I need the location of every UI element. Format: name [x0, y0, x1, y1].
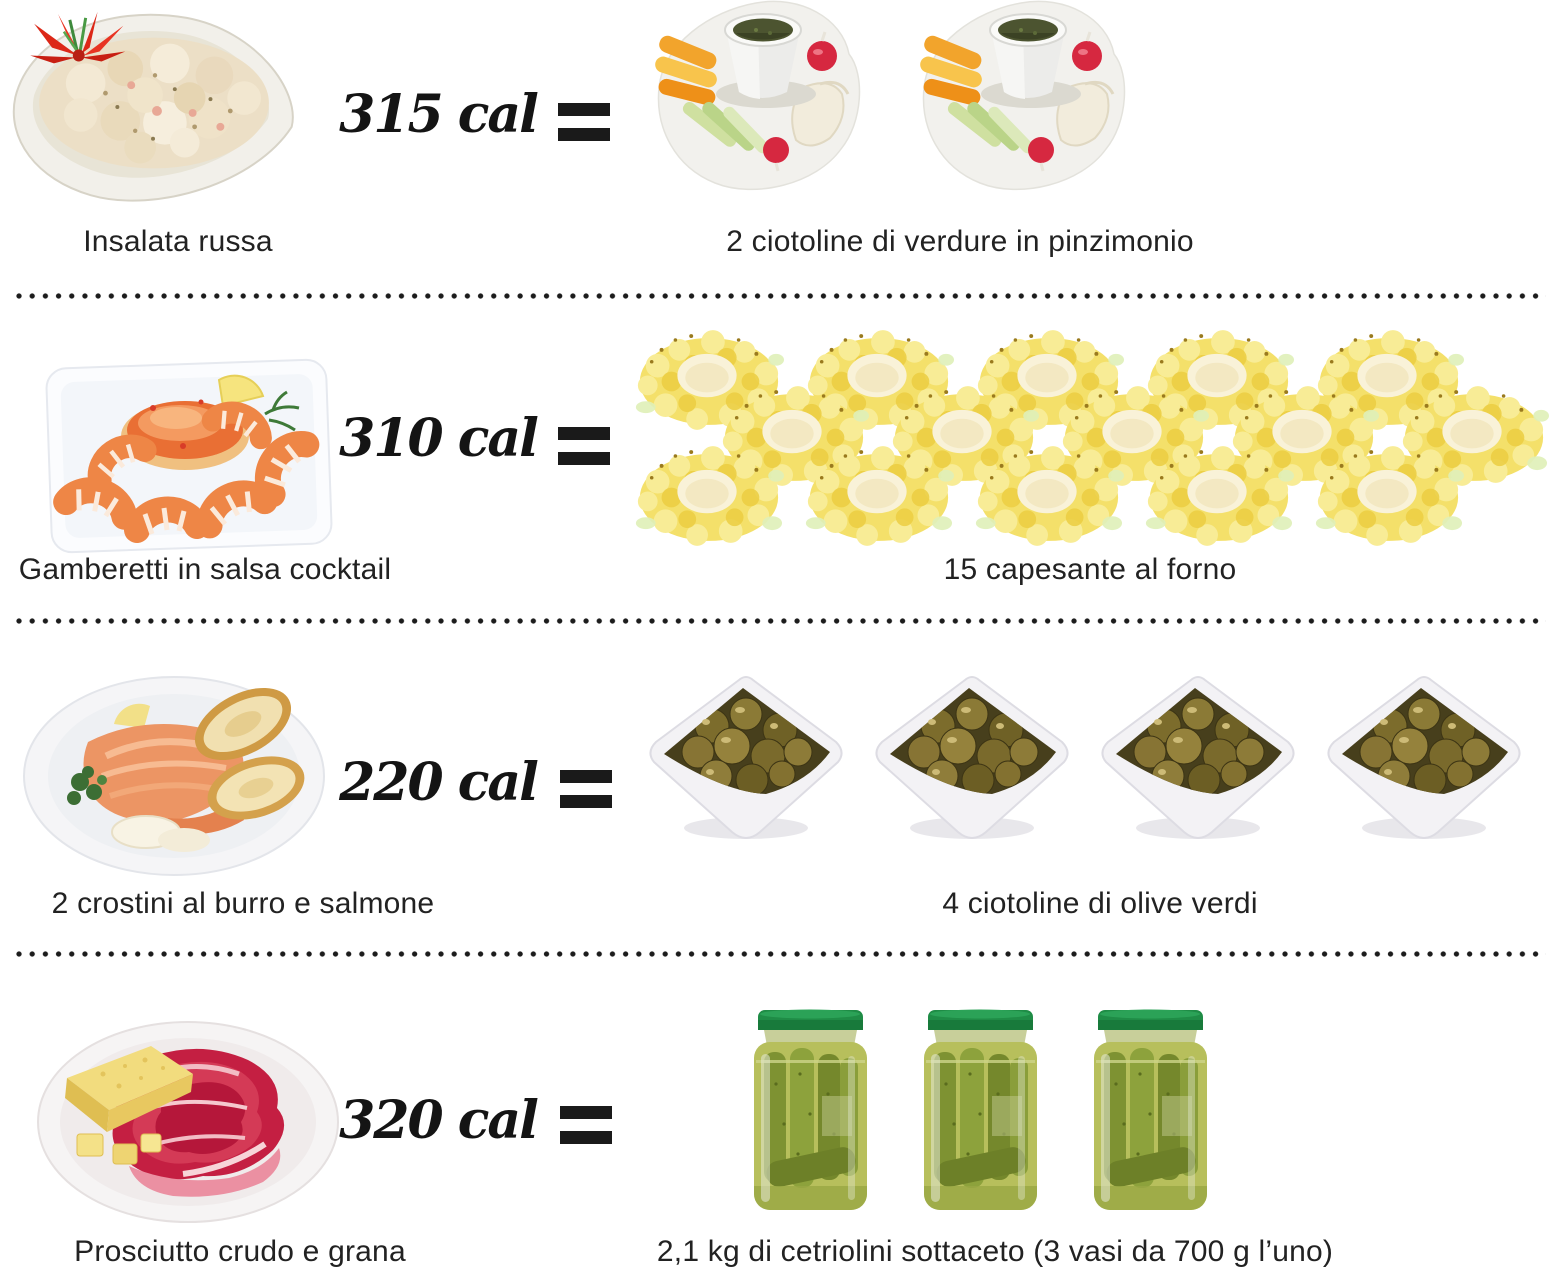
ciotolina-olive-icon [1318, 674, 1530, 846]
calories-label-row3: 220 cal [339, 752, 539, 813]
dotted-separator [16, 293, 1546, 299]
dotted-separator [16, 618, 1546, 624]
capasanta-icon [1138, 440, 1296, 552]
equals-icon [560, 1106, 612, 1144]
equals-icon [558, 103, 610, 141]
vaso-cetriolini-icon [1084, 1004, 1217, 1218]
capasanta-image [1308, 440, 1466, 552]
crostini-icon [18, 672, 333, 878]
capasanta-icon [1308, 440, 1466, 552]
ciotolina-olive-icon [866, 674, 1078, 846]
ciotolina-olive-image [1092, 674, 1304, 846]
equals-icon [558, 427, 610, 465]
ciotolina-olive-image [866, 674, 1078, 846]
equivalent-label-row2: 15 capesante al forno [943, 553, 1237, 586]
dotted-separator [16, 951, 1546, 957]
calories-label-row2: 310 cal [339, 408, 539, 469]
gamberetti-photo [33, 350, 343, 562]
vaso-cetriolini-icon [744, 1004, 877, 1218]
dish-label-prosciutto: Prosciutto crudo e grana [74, 1235, 406, 1268]
vaso-cetriolini-image [1084, 1004, 1217, 1218]
olive-group [640, 674, 1530, 846]
ciotolina-olive-image [640, 674, 852, 846]
insalata-russa-photo [5, 4, 305, 212]
vaso-cetriolini-image [914, 1004, 1047, 1218]
ciotolina-olive-image [1318, 674, 1530, 846]
equivalent-label-row1: 2 ciotoline di verdure in pinzimonio [726, 225, 1194, 258]
vaso-cetriolini-image [744, 1004, 877, 1218]
ciotolina-pinzimonio-image [652, 0, 867, 198]
gamberetti-icon [33, 350, 343, 562]
equivalent-label-row3: 4 ciotoline di olive verdi [942, 887, 1258, 920]
pinzimonio-group [652, 0, 1132, 198]
capasanta-icon [798, 440, 956, 552]
calories-label-row4: 320 cal [339, 1090, 539, 1151]
pickle-jars-group [744, 1004, 1217, 1218]
ciotolina-pinzimonio-icon [917, 0, 1132, 198]
capasanta-icon [968, 440, 1126, 552]
capasanta-image [968, 440, 1126, 552]
prosciutto-photo [33, 1016, 343, 1228]
capasanta-image [1138, 440, 1296, 552]
dish-label-insalata-russa: Insalata russa [83, 225, 273, 258]
calories-label-row1: 315 cal [339, 84, 539, 145]
ciotolina-olive-icon [640, 674, 852, 846]
capasanta-image [798, 440, 956, 552]
capasanta-icon [628, 440, 786, 552]
capasanta-image [628, 440, 786, 552]
equals-icon [560, 770, 612, 808]
ciotolina-pinzimonio-image [917, 0, 1132, 198]
insalata-russa-icon [5, 4, 305, 212]
dish-label-gamberetti: Gamberetti in salsa cocktail [18, 553, 392, 586]
crostini-photo [18, 672, 333, 878]
vaso-cetriolini-icon [914, 1004, 1047, 1218]
prosciutto-icon [33, 1016, 343, 1228]
ciotolina-olive-icon [1092, 674, 1304, 846]
equivalent-label-row4: 2,1 kg di cetriolini sottaceto (3 vasi d… [656, 1235, 1334, 1268]
capesante-group [620, 320, 1559, 560]
dish-label-crostini: 2 crostini al burro e salmone [51, 887, 435, 920]
ciotolina-pinzimonio-icon [652, 0, 867, 198]
